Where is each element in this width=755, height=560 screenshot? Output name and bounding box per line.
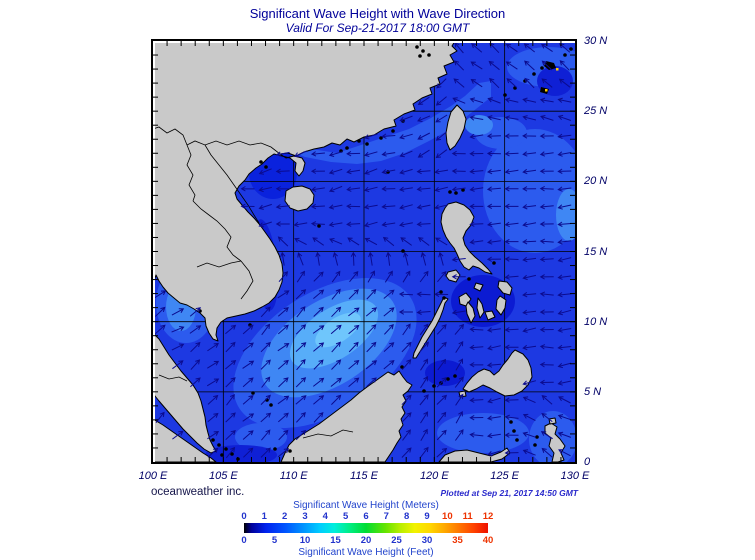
legend-caption-meters: Significant Wave Height (Meters) xyxy=(293,500,439,511)
legend-feet-tick: 35 xyxy=(452,535,463,546)
lon-label: 115 E xyxy=(350,470,378,482)
page-title: Significant Wave Height with Wave Direct… xyxy=(249,6,506,21)
lon-label: 110 E xyxy=(279,470,308,482)
legend-meter-tick: 7 xyxy=(383,511,389,522)
valid-time-subtitle: Valid For Sep-21-2017 18:00 GMT xyxy=(285,21,470,35)
lon-label: 100 E xyxy=(138,470,168,482)
lat-label: 20 N xyxy=(584,175,608,188)
wave-height-map xyxy=(151,39,577,464)
legend-meter-tick: 6 xyxy=(363,511,369,522)
legend-feet-tick: 20 xyxy=(360,535,372,546)
legend-meter-tick: 11 xyxy=(462,511,473,522)
legend-meter-tick: 2 xyxy=(282,511,288,522)
legend-caption-feet: Significant Wave Height (Feet) xyxy=(298,547,434,558)
legend-feet-tick: 40 xyxy=(482,535,494,546)
legend-feet-tick: 15 xyxy=(330,535,341,546)
legend-meter-tick: 1 xyxy=(261,511,267,522)
legend-feet-tick: 30 xyxy=(421,535,433,546)
lat-label: 5 N xyxy=(584,385,602,398)
legend-meter-tick: 8 xyxy=(404,511,410,522)
plotted-timestamp: Plotted at Sep 21, 2017 14:50 GMT xyxy=(440,488,578,498)
legend-feet-tick: 25 xyxy=(391,535,402,546)
wave-height-colorbar xyxy=(244,523,488,533)
legend-meter-tick: 5 xyxy=(343,511,349,522)
lat-label: 0 xyxy=(584,456,591,469)
credit-text: oceanweather inc. xyxy=(151,486,245,498)
legend-feet-tick: 5 xyxy=(271,535,278,546)
legend-meter-tick: 3 xyxy=(302,511,308,522)
legend-meter-tick: 9 xyxy=(424,511,430,522)
lat-label: 10 N xyxy=(584,315,608,328)
lon-label: 125 E xyxy=(490,470,520,482)
legend-meter-tick: 10 xyxy=(442,511,453,522)
map-canvas xyxy=(151,39,577,464)
legend-feet-tick: 10 xyxy=(299,535,311,546)
legend-meter-tick: 4 xyxy=(322,511,328,522)
legend-meter-tick: 12 xyxy=(482,511,494,522)
legend-meter-tick: 0 xyxy=(241,511,247,522)
lat-label: 30 N xyxy=(584,35,608,47)
lon-label: 105 E xyxy=(208,470,238,482)
lon-label: 130 E xyxy=(560,470,590,482)
legend-feet-tick: 0 xyxy=(241,535,247,546)
lon-label: 120 E xyxy=(419,470,449,482)
lat-label: 15 N xyxy=(584,245,608,258)
lat-label: 25 N xyxy=(584,105,608,118)
